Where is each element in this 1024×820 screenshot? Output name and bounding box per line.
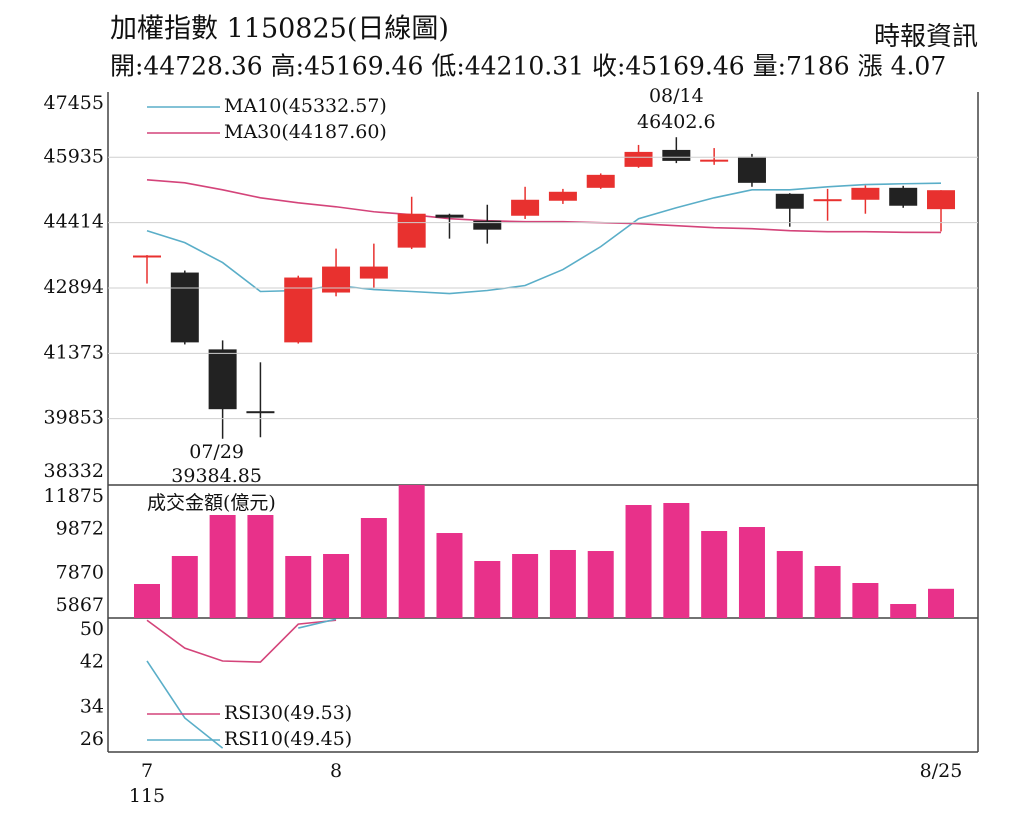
line: [146, 179, 942, 234]
x-tick-label: 8: [330, 760, 342, 782]
bar: [738, 527, 765, 618]
candle-body: [246, 411, 275, 414]
chart-title: 加權指數 1150825(日線圖): [110, 14, 449, 45]
annotation-date: 08/14: [649, 85, 704, 107]
legend-label: MA30(44187.60): [224, 121, 387, 143]
y-tick-label: 41373: [44, 341, 104, 363]
candle-body: [322, 266, 351, 293]
bar: [209, 514, 236, 618]
annotation-value: 39384.85: [171, 465, 262, 487]
candle-body: [548, 191, 577, 201]
candle-body: [775, 193, 804, 209]
y-tick-label: 11875: [44, 485, 104, 507]
line: [146, 618, 337, 749]
source: 時報資訊: [874, 22, 978, 52]
y-tick-label: 44414: [44, 211, 104, 233]
candle-body: [586, 174, 615, 188]
line: [146, 619, 337, 663]
annotation-date: 07/29: [189, 441, 244, 463]
bar: [247, 514, 274, 618]
candle-body: [473, 220, 502, 230]
x-year-label: 115: [129, 785, 165, 807]
y-tick-label: 34: [80, 695, 104, 717]
bar: [549, 549, 576, 618]
y-tick-label: 42: [80, 651, 104, 673]
candle-body: [889, 187, 918, 206]
bar: [890, 604, 917, 618]
bar: [436, 533, 463, 618]
y-tick-label: 26: [80, 728, 104, 750]
bar: [625, 505, 652, 618]
y-tick-label: 45935: [44, 145, 104, 167]
line: [146, 182, 942, 295]
rsi-plot: [146, 618, 337, 749]
bar: [285, 555, 312, 618]
bar: [360, 518, 387, 618]
bar: [323, 554, 350, 618]
y-tick-label: 39853: [44, 407, 104, 429]
candle-body: [359, 266, 388, 279]
bar: [134, 583, 160, 618]
candle-body: [624, 151, 653, 167]
bar: [663, 502, 690, 618]
panel-title: 成交金額(億元): [147, 492, 276, 514]
candle-body: [284, 277, 313, 343]
candle-body: [435, 214, 464, 218]
summary: 開:44728.36 高:45169.46 低:44210.31 收:45169…: [110, 52, 946, 81]
price-plot: [133, 137, 956, 439]
annotation-value: 46402.6: [637, 111, 716, 133]
x-tick-label: 8/25: [920, 760, 963, 782]
bar: [852, 583, 879, 618]
candle-body: [133, 255, 161, 258]
candle-body: [927, 190, 956, 210]
y-tick-label: 7870: [56, 562, 104, 584]
bar: [776, 551, 803, 618]
x-tick-label: 7: [141, 760, 153, 782]
candle-body: [511, 199, 540, 216]
bar: [814, 565, 841, 618]
y-tick-label: 42894: [44, 276, 104, 298]
candle-body: [397, 213, 426, 248]
legend-label: RSI30(49.53): [224, 702, 352, 724]
bar: [701, 531, 728, 618]
candle-body: [700, 159, 729, 162]
candle-body: [208, 349, 237, 410]
y-tick-label: 5867: [56, 594, 104, 616]
legend-label: RSI10(49.45): [224, 728, 352, 750]
bar: [587, 551, 614, 618]
legend-label: MA10(45332.57): [224, 95, 387, 117]
bar: [512, 554, 539, 618]
candle-body: [851, 187, 880, 200]
y-tick-label: 50: [80, 618, 104, 640]
bar: [398, 485, 425, 618]
candle-body: [737, 156, 766, 183]
candle-body: [170, 272, 199, 343]
candle-body: [662, 149, 691, 161]
bar: [474, 560, 501, 618]
bar: [928, 588, 955, 618]
y-tick-label: 38332: [44, 460, 104, 482]
candle-body: [813, 199, 842, 202]
y-tick-label: 9872: [56, 517, 104, 539]
bar: [171, 555, 198, 618]
y-tick-label: 47455: [44, 92, 104, 114]
